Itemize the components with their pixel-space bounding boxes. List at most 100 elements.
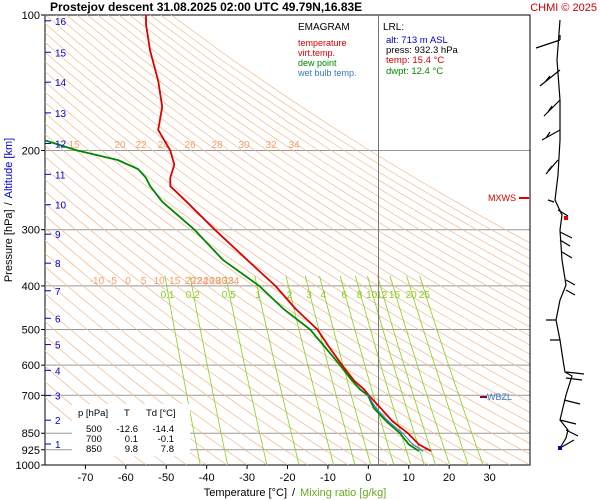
series-point — [339, 364, 341, 367]
temperature-tick-label: -40 — [199, 472, 215, 484]
dry-adiabat-line — [45, 202, 409, 465]
mixing-ratio-labels: 0.1 0.2 0.5 1 2 3 4 6 8 10 12 15 20 25 — [161, 290, 431, 301]
series-point — [367, 394, 369, 397]
mixing-ratio-label: 15 — [389, 290, 401, 301]
altitude-tick-label: 8 — [55, 259, 61, 270]
series-point — [373, 408, 376, 410]
lrl-box: LRL: alt: 713 m ASL press: 932.3 hPa tem… — [380, 17, 470, 79]
series-point — [149, 49, 151, 52]
table-cell: 0.1 — [125, 434, 138, 445]
dry-adiabat-line — [66, 15, 530, 328]
series-point — [193, 228, 196, 231]
lrl-title: LRL: — [383, 22, 404, 33]
table-header-p: p [hPa] — [78, 408, 108, 419]
series-point — [375, 408, 378, 410]
mixing-ratio-line — [304, 275, 356, 465]
dry-adiabat-line — [118, 15, 530, 285]
altitude-tick-label: 14 — [55, 78, 67, 89]
series-point — [341, 364, 343, 367]
x-axis-temp-label: Temperature [°C] — [204, 487, 287, 499]
isobar-lines — [45, 149, 530, 451]
temperature-tick-label: -20 — [280, 472, 296, 484]
dry-adiabat-label: 34 — [288, 140, 300, 151]
dry-adiabat-label: 26 — [203, 276, 215, 287]
dry-adiabat-line — [45, 144, 510, 465]
altitude-tick-label: 6 — [55, 314, 61, 325]
dry-adiabat-label: 20 — [114, 140, 126, 151]
pressure-tick-label: 700 — [22, 390, 40, 402]
table-cell: 500 — [86, 424, 102, 435]
dry-adiabat-label: 0 — [125, 276, 131, 287]
table-cell: 700 — [86, 434, 102, 445]
table-cell: 850 — [86, 444, 102, 455]
dry-adiabat-line — [45, 123, 530, 455]
series-point — [353, 380, 356, 382]
dry-adiabat-line — [108, 15, 530, 293]
dry-adiabat-line — [45, 81, 530, 413]
dry-adiabat-line — [45, 91, 530, 424]
x-axis-separator: / — [292, 487, 296, 499]
series-point — [401, 432, 404, 435]
pressure-tick-label: 500 — [22, 325, 40, 337]
dry-adiabat-line — [87, 15, 530, 310]
dry-adiabat-line — [45, 293, 268, 465]
series-point — [329, 347, 331, 350]
wind-profile-line — [554, 19, 573, 449]
series-point — [149, 185, 151, 187]
mixing-ratio-label: 20 — [406, 290, 418, 301]
series-point — [246, 259, 248, 261]
series-point — [351, 380, 354, 382]
mixing-ratio-line — [377, 275, 436, 465]
mixing-ratio-line — [419, 275, 484, 465]
series-line-temperature — [145, 15, 432, 452]
wbzl-marker-label: WBZL — [487, 392, 512, 402]
series-point — [282, 308, 285, 310]
altitude-tick-label: 10 — [55, 201, 67, 212]
dry-adiabat-line — [45, 307, 248, 465]
series-point — [325, 347, 327, 350]
series-point — [258, 285, 261, 287]
dry-adiabat-line — [45, 266, 308, 465]
dry-adiabat-label: 30 — [238, 140, 250, 151]
series-point — [316, 328, 319, 331]
mixing-ratio-line — [164, 275, 201, 465]
dry-adiabat-line — [76, 15, 530, 319]
dry-adiabat-line — [129, 15, 530, 276]
altitude-tick-label: 1 — [55, 440, 61, 451]
dry-adiabat-label: 15 — [68, 140, 80, 151]
wind-panel — [529, 15, 585, 465]
dry-adiabat-label: 15 — [169, 276, 181, 287]
summary-table: p [hPa] T Td [°C] 500 -12.6 -14.4 700 0.… — [72, 404, 190, 456]
dry-adiabat-label: 10 — [154, 276, 166, 287]
series-point — [412, 443, 414, 446]
series-point — [157, 129, 159, 131]
series-point — [173, 163, 176, 166]
dry-adiabat-line — [160, 15, 530, 252]
mixing-ratio-label: 12 — [376, 290, 388, 301]
mixing-ratio-line — [319, 275, 372, 465]
sounding-series — [44, 14, 432, 452]
temperature-tick-label: -70 — [77, 472, 93, 484]
lrl-dwpt: dwpt: 12.4 °C — [386, 66, 443, 77]
table-cell: 9.8 — [125, 444, 138, 455]
wind-barbs — [535, 35, 585, 449]
series-point — [169, 185, 172, 187]
dry-adiabat-label: 22 — [191, 276, 203, 287]
mixing-ratio-label: 0.5 — [222, 290, 236, 301]
altitude-tick-label: 2 — [55, 416, 61, 427]
mxws-marker-label: MXWS — [488, 193, 516, 203]
table-cell: -14.4 — [152, 424, 174, 435]
mixing-ratio-label: 2 — [287, 290, 293, 301]
mixing-ratio-line — [389, 275, 451, 465]
series-point — [385, 420, 388, 423]
series-point — [214, 228, 216, 231]
table-cell: -12.6 — [116, 424, 138, 435]
altitude-tick-label: 4 — [55, 366, 61, 377]
mixing-ratio-line — [354, 275, 412, 465]
dry-adiabat-label: 24 — [197, 276, 209, 287]
dry-adiabat-label: 5 — [141, 276, 147, 287]
chart-title: Prostejov descent 31.08.2025 02:00 UTC 4… — [50, 0, 362, 14]
y-axis-label: Pressure [hPa] / Altitude [km] — [3, 138, 15, 282]
